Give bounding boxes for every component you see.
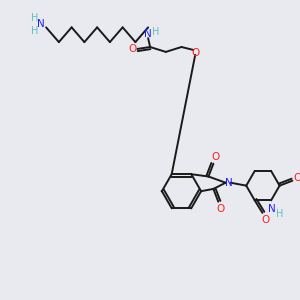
Text: O: O: [293, 173, 300, 183]
Text: H: H: [31, 13, 38, 22]
Text: N: N: [268, 204, 276, 214]
Text: O: O: [128, 44, 136, 54]
Text: N: N: [144, 29, 152, 39]
Text: H: H: [152, 27, 160, 37]
Text: H: H: [31, 26, 38, 36]
Text: O: O: [191, 48, 200, 58]
Text: O: O: [216, 203, 224, 214]
Text: O: O: [211, 152, 220, 162]
Text: O: O: [261, 215, 269, 225]
Text: N: N: [37, 20, 45, 29]
Text: H: H: [276, 209, 284, 219]
Text: N: N: [225, 178, 232, 188]
